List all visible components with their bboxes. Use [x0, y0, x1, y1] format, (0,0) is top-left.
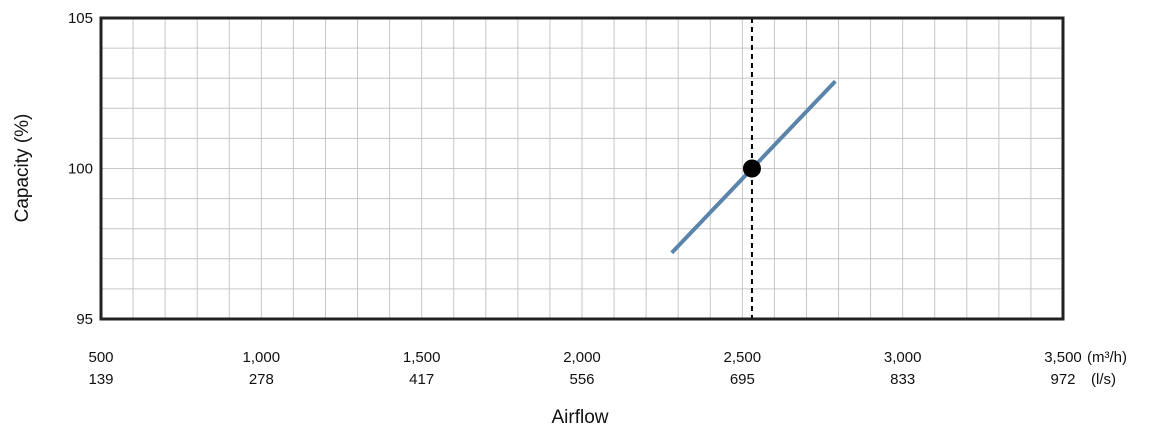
x-tick-label-primary: 2,000 [563, 349, 601, 366]
grid [101, 18, 1063, 319]
x-tick-label-secondary: 139 [88, 371, 113, 388]
x-tick-label-secondary: 833 [890, 371, 915, 388]
plot-area-frame [99, 16, 1065, 321]
x-tick-label-secondary: 417 [409, 371, 434, 388]
y-axis-title: Capacity (%) [12, 114, 33, 223]
x-tick-label-primary: 3,500 [1044, 349, 1082, 366]
x-axis-title: Airflow [551, 407, 608, 428]
y-tick-label: 100 [68, 161, 93, 178]
x-tick-label-secondary: 278 [249, 371, 274, 388]
series-layer [670, 18, 837, 319]
y-tick-label: 105 [68, 10, 93, 27]
x-tick-label-primary: 1,000 [243, 349, 281, 366]
x-unit-primary-label: (m³/h) [1087, 349, 1127, 366]
x-tick-label-secondary: 972 [1050, 371, 1075, 388]
tick-labels: 500 139 1,000 278 1,500 417 2,000 556 2,500 695 3,… [68, 10, 1082, 388]
x-tick-label-primary: 2,500 [724, 349, 762, 366]
operating-point-marker [742, 159, 761, 178]
x-unit-secondary-label: (l/s) [1091, 371, 1116, 388]
x-tick-label-secondary: 556 [569, 371, 594, 388]
x-tick-label-primary: 500 [88, 349, 113, 366]
x-tick-label-primary: 1,500 [403, 349, 441, 366]
y-tick-label: 95 [76, 311, 93, 328]
x-tick-label-secondary: 695 [730, 371, 755, 388]
x-tick-label-primary: 3,000 [884, 349, 922, 366]
